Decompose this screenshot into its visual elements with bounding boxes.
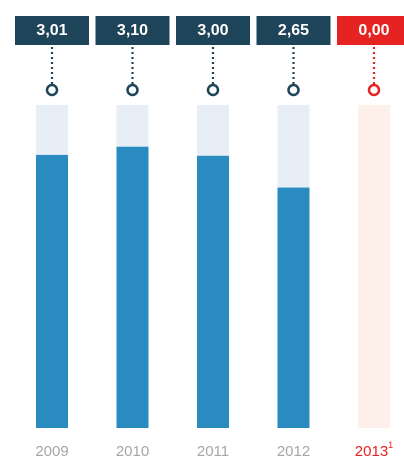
value-label: 3,01: [36, 22, 67, 39]
value-label-box: [337, 16, 404, 45]
connector-dot: [287, 83, 300, 97]
value-label-box: [95, 16, 170, 45]
category: 2013: [355, 443, 388, 460]
x-tick-label: 2012: [277, 443, 310, 460]
connector-dot: [206, 83, 220, 97]
value-label-box: [176, 16, 250, 45]
connector-dot: [367, 83, 381, 97]
bar: [116, 146, 149, 428]
category: 2011: [197, 443, 229, 460]
connector-dot: [45, 83, 59, 97]
bar: [277, 187, 310, 428]
value-label-box: [15, 16, 89, 45]
connector-dot: [126, 83, 139, 97]
bar: [36, 154, 68, 429]
value-label-box: [256, 16, 331, 45]
x-tick-label: 2010: [116, 443, 149, 460]
bar: [197, 155, 229, 428]
value-label: 3,10: [117, 22, 148, 39]
x-tick-label: 2009: [35, 443, 68, 460]
bar-track: [358, 105, 390, 428]
x-tick-label: 20131: [355, 440, 393, 460]
category: 2009: [35, 443, 68, 460]
footnote-mark: 1: [388, 440, 393, 450]
category: 2010: [116, 443, 149, 460]
value-label: 3,00: [197, 22, 228, 39]
value-label: 2,65: [278, 22, 309, 39]
value-label: 0,00: [358, 22, 389, 39]
x-tick-label: 2011: [197, 443, 229, 460]
category: 2012: [277, 443, 310, 460]
